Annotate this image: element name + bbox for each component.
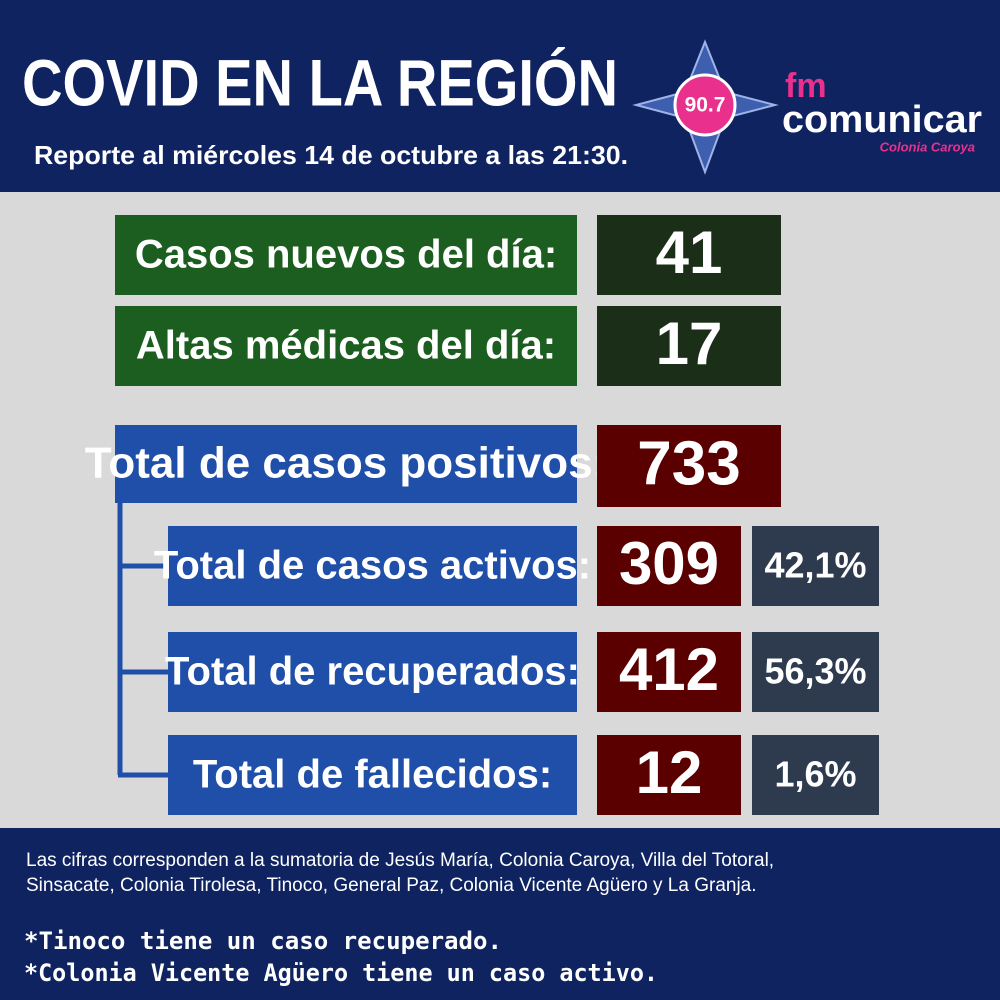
breakdown-label: Total de recuperados: — [165, 650, 580, 694]
breakdown-label-box — [168, 526, 577, 606]
footer-note: Las cifras corresponden a la sumatoria d… — [26, 850, 774, 871]
body-band — [0, 192, 1000, 828]
logo-place: Colonia Caroya — [880, 139, 975, 154]
footer-remark: *Colonia Vicente Agüero tiene un caso ac… — [24, 959, 658, 987]
breakdown-percent: 1,6% — [774, 754, 856, 795]
title: COVID EN LA REGIÓN — [22, 45, 618, 119]
breakdown-label-box — [168, 632, 577, 712]
rows: Casos nuevos del día: 41 Altas médicas del… — [85, 215, 879, 815]
daily-label-box — [115, 306, 577, 386]
breakdown-value-box — [597, 526, 741, 606]
total-value-box — [597, 425, 781, 507]
breakdown-label: Total de fallecidos: — [193, 753, 552, 797]
breakdown-percent-box — [752, 632, 879, 712]
breakdown-value: 12 — [636, 739, 703, 806]
footer-remark: *Tinoco tiene un caso recuperado. — [24, 927, 502, 955]
breakdown-percent-box — [752, 735, 879, 815]
bracket — [117, 500, 168, 778]
daily-label: Casos nuevos del día: — [135, 233, 557, 277]
footer-band — [0, 828, 1000, 1000]
breakdown-value-box — [597, 632, 741, 712]
daily-label: Altas médicas del día: — [136, 324, 556, 368]
daily-value-box — [597, 306, 781, 386]
logo-frequency: 90.7 — [685, 94, 726, 117]
breakdown-label-box — [168, 735, 577, 815]
daily-value-box — [597, 215, 781, 295]
breakdown-label: Total de casos activos: — [154, 544, 591, 588]
breakdown-value: 309 — [619, 530, 719, 597]
breakdown-percent: 56,3% — [764, 651, 866, 692]
total-value: 733 — [637, 429, 740, 498]
daily-value: 17 — [656, 310, 723, 377]
header-band — [0, 0, 1000, 192]
logo-brand: comunicar — [782, 99, 982, 141]
daily-value: 41 — [656, 219, 723, 286]
breakdown-percent-box — [752, 526, 879, 606]
breakdown-value: 412 — [619, 636, 719, 703]
footer-note: Sinsacate, Colonia Tirolesa, Tinoco, Gen… — [26, 875, 757, 896]
logo-circle — [673, 73, 737, 137]
daily-label-box — [115, 215, 577, 295]
total-label: Total de casos positivos: — [85, 439, 607, 488]
total-label-box — [115, 425, 577, 503]
logo-prefix: fm — [785, 67, 827, 105]
breakdown-value-box — [597, 735, 741, 815]
breakdown-percent: 42,1% — [764, 545, 866, 586]
logo: 90.7 fm comunicar Colonia Caroya — [632, 39, 982, 175]
subtitle: Reporte al miércoles 14 de octubre a las… — [34, 140, 628, 170]
